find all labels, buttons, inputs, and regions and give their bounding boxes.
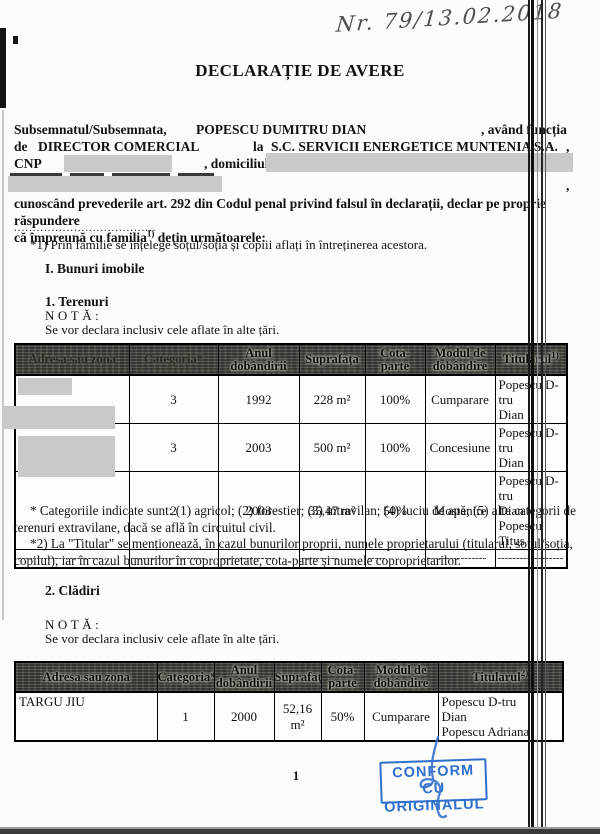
col-header-categoria: Categoria* xyxy=(128,343,219,376)
scan-artifact-left-line xyxy=(2,110,4,620)
cell-dashes: ----- xyxy=(364,549,426,568)
cell-mod: Concesiune xyxy=(424,423,496,472)
col-header-suprafata: Suprafața xyxy=(298,343,366,376)
cell-mod: Mostenire xyxy=(424,471,496,550)
col-header-adresa: Adresa sau zona xyxy=(14,661,158,693)
cell-suprafata: 228 m² xyxy=(298,374,366,424)
declarant-role: DIRECTOR COMERCIAL xyxy=(38,139,200,154)
table-footnotes: * Categoriile indicate sunt: (1) agricol… xyxy=(14,503,576,569)
scan-artifact-vertical-line xyxy=(537,0,538,834)
land-row-1-redaction xyxy=(18,378,72,395)
document-title: DECLARAȚIE DE AVERE xyxy=(195,61,405,80)
cell-dashes: ---------- xyxy=(298,549,366,568)
cnp-redaction-box xyxy=(64,155,172,172)
land-row-empty: ----------------------- ----------------… xyxy=(14,549,568,568)
cell-anul: 2003 xyxy=(217,471,300,550)
cell-cota: 50% xyxy=(320,691,365,742)
oath-paragraph: cunoscând prevederile art. 292 din Codul… xyxy=(14,195,574,246)
declarant-name: POPESCU DUMITRU DIAN xyxy=(196,122,367,137)
building-row-1: TARGU JIU 1 2000 52,16 m² 50% Cumparare … xyxy=(14,691,564,742)
cell-dashes: --------------- xyxy=(217,549,300,568)
oath-line2: că împreună cu familia xyxy=(14,230,147,245)
intro-label: Subsemnatul/Subsemnata, xyxy=(14,122,167,137)
building-table: Adresa sau zona Categoria* Anul dobândir… xyxy=(14,661,564,742)
cell-categoria: 3 xyxy=(128,374,219,424)
footnote-categories: * Categoriile indicate sunt: (1) agricol… xyxy=(14,503,576,535)
oath-line2-end: dețin următoarele: xyxy=(154,230,266,245)
intro-de: de xyxy=(14,139,28,154)
col-header-adresa: Adresa sau zona xyxy=(14,343,130,376)
intro-line4-comma: , xyxy=(566,178,570,193)
scan-artifact-vertical-line xyxy=(531,0,534,834)
redacted-text-remnant xyxy=(178,173,214,177)
redacted-text-remnant xyxy=(70,173,104,177)
signature-stroke xyxy=(419,735,448,819)
col-header-mod: Modul de dobândire xyxy=(363,661,439,693)
family-footnote-marker: 1) xyxy=(146,228,155,239)
land-row-2: 3 2003 500 m² 100% Concesiune Popescu D-… xyxy=(14,423,568,472)
cell-dashes: ---------------- xyxy=(424,549,496,568)
col-header-anul: Anul dobândirii xyxy=(213,661,275,693)
cell-cota: 100% xyxy=(364,423,426,472)
nota-text-1: Se vor declara inclusiv cele aflate în a… xyxy=(45,322,280,337)
cell-cota: 100% xyxy=(364,374,426,424)
domiciliul-label: , domiciliul xyxy=(204,156,269,171)
cell-anul: 2003 xyxy=(217,423,300,472)
address-redaction-box-1 xyxy=(266,153,573,172)
cell-suprafata: 35,47 m² xyxy=(298,471,366,550)
nota-label-2: NOTĂ: xyxy=(45,617,103,632)
redacted-text-remnant xyxy=(10,173,62,177)
scan-artifact-bottom-edge xyxy=(0,829,600,834)
cell-categoria: 1 xyxy=(156,691,215,742)
cell-suprafata: 52,16 m² xyxy=(273,691,322,742)
oath-line1: cunoscând prevederile art. 292 din Codul… xyxy=(14,196,547,228)
cell-adresa: TARGU JIU xyxy=(14,691,158,742)
col-header-mod: Modul de dobândire xyxy=(424,343,496,376)
cell-suprafata: 500 m² xyxy=(298,423,366,472)
redacted-text-remnant xyxy=(112,173,170,177)
scan-artifact-bottom-edge xyxy=(0,827,600,829)
page-number: 1 xyxy=(292,769,300,783)
scan-artifact-vertical-line xyxy=(545,0,546,834)
intro-comma: , xyxy=(566,139,570,154)
section-bunuri-imobile: I. Bunuri imobile xyxy=(45,261,145,276)
col-header-cota: Cota- parte xyxy=(364,343,426,376)
family-definition-footnote: *1) Prin familie se înțelege soțul/soția… xyxy=(30,237,428,252)
land-row-3-redaction xyxy=(18,436,115,477)
nota-text-2: Se vor declara inclusiv cele aflate în a… xyxy=(45,631,280,646)
land-row-2-redaction xyxy=(2,406,115,429)
scan-artifact-vertical-line xyxy=(528,0,530,834)
cell-adresa xyxy=(14,471,130,550)
footnote-titular: *2) La "Titular" se menționează, în cazu… xyxy=(14,536,573,568)
cell-dashes: ----------------------- xyxy=(14,549,130,568)
dotted-line: ...................................... xyxy=(14,222,157,234)
scan-artifact-left-bar xyxy=(0,28,6,108)
cell-anul: 1992 xyxy=(217,374,300,424)
intro-la: la xyxy=(253,139,264,154)
nota-label-1: NOTĂ: xyxy=(45,308,103,323)
cell-mod: Cumparare xyxy=(424,374,496,424)
col-header-anul: Anul dobândirii xyxy=(217,343,300,376)
cnp-label: CNP xyxy=(14,156,42,171)
cell-mod: Cumparare xyxy=(363,691,439,742)
section-terenuri: 1. Terenuri xyxy=(45,294,109,309)
intro-suffix: , având funcția xyxy=(481,122,567,137)
section-cladiri: 2. Clădiri xyxy=(45,583,100,598)
handwritten-registration-number: Nr. 79/13.02.2018 xyxy=(335,0,565,37)
company-name: S.C. SERVICII ENERGETICE MUNTENIA S.A. xyxy=(271,139,558,154)
col-header-suprafata: Suprafața xyxy=(273,661,322,693)
col-header-categoria: Categoria* xyxy=(156,661,215,693)
address-redaction-box-2 xyxy=(8,176,222,192)
scan-artifact-vertical-line xyxy=(541,0,543,834)
cell-categoria: 3 xyxy=(128,423,219,472)
cell-dashes: -------------------- xyxy=(128,549,219,568)
scan-artifact-blob xyxy=(13,36,18,44)
cell-anul: 2000 xyxy=(213,691,275,742)
col-header-cota: Cota- parte xyxy=(320,661,365,693)
